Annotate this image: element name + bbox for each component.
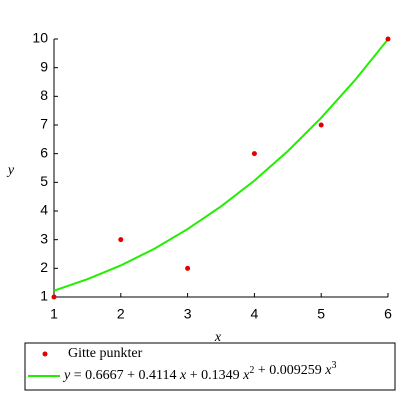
x-tick-label: 2 <box>117 306 125 322</box>
y-tick-label: 6 <box>40 144 48 160</box>
legend-label: Gitte punkter <box>68 346 143 361</box>
data-point <box>251 151 257 157</box>
x-tick-label: 5 <box>317 306 325 322</box>
y-axis-label: y <box>6 163 15 178</box>
data-point <box>318 122 324 128</box>
x-tick-label: 4 <box>251 306 259 322</box>
legend-marker <box>42 351 48 357</box>
x-tick-label: 3 <box>184 306 192 322</box>
y-tick-label: 2 <box>40 259 48 275</box>
x-tick-label: 6 <box>384 306 392 322</box>
fit-line <box>53 38 389 292</box>
y-tick-label: 8 <box>40 87 48 103</box>
data-point <box>51 294 57 300</box>
legend-box <box>24 342 396 391</box>
y-tick-label: 5 <box>40 173 48 189</box>
x-axis-label: x <box>214 330 222 345</box>
y-tick-label: 10 <box>32 30 48 46</box>
legend-label: y = 0.6667 + 0.4114 x + 0.1349 x2 + 0.00… <box>62 360 336 383</box>
data-point <box>118 237 124 243</box>
y-tick-label: 3 <box>40 230 48 246</box>
y-tick-label: 1 <box>40 288 48 304</box>
x-tick-label: 1 <box>50 306 58 322</box>
y-tick-label: 4 <box>40 202 48 218</box>
y-tick-label: 9 <box>40 58 48 74</box>
data-point <box>185 265 191 271</box>
y-tick-label: 7 <box>40 116 48 132</box>
data-point <box>385 36 391 42</box>
